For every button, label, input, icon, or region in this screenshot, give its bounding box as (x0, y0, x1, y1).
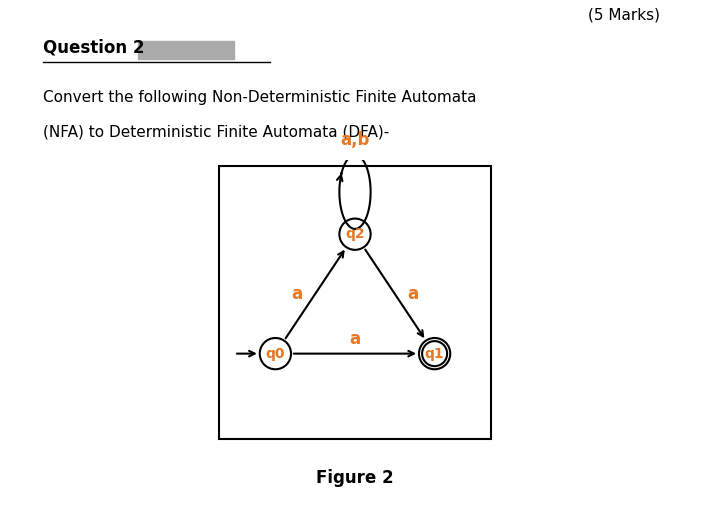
Text: a: a (408, 285, 419, 303)
Text: q2: q2 (345, 227, 365, 241)
Circle shape (339, 219, 371, 250)
FancyBboxPatch shape (138, 41, 234, 59)
Text: a: a (349, 330, 361, 348)
Text: q1: q1 (425, 346, 444, 361)
Circle shape (419, 338, 450, 369)
Text: a: a (291, 285, 302, 303)
Text: Question 2: Question 2 (43, 39, 150, 57)
Text: q0: q0 (266, 346, 285, 361)
Text: a,b: a,b (340, 131, 370, 149)
Text: Convert the following Non-Deterministic Finite Automata: Convert the following Non-Deterministic … (43, 90, 476, 105)
Text: (5 Marks): (5 Marks) (589, 8, 660, 23)
Text: Figure 2: Figure 2 (316, 469, 394, 487)
Text: (NFA) to Deterministic Finite Automata (DFA)-: (NFA) to Deterministic Finite Automata (… (43, 124, 389, 139)
Circle shape (260, 338, 291, 369)
FancyBboxPatch shape (219, 166, 491, 439)
